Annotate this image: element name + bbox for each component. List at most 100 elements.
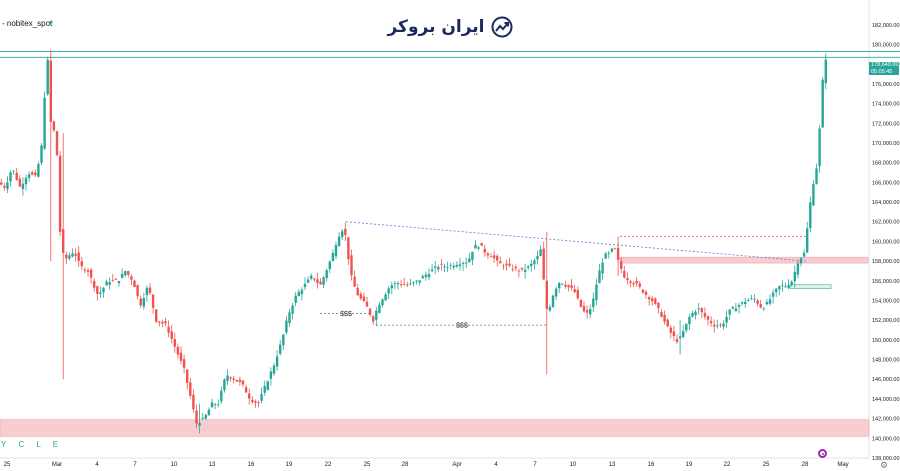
symbol-label[interactable]: - nobitex_spot [2, 19, 53, 28]
candle-body [647, 297, 651, 300]
candle-body [89, 269, 93, 278]
y-tick-label: 176,000.00 [872, 82, 900, 88]
candle-body [9, 172, 12, 182]
candle-body [771, 292, 775, 297]
candle-body [799, 258, 803, 264]
candle-body [3, 185, 6, 188]
x-tick-label: 25 [4, 462, 11, 468]
candle-body [223, 379, 226, 391]
zone-box [619, 256, 869, 264]
y-tick-label: 172,000.00 [872, 121, 900, 127]
candle-body [43, 97, 46, 149]
candle-body [815, 168, 818, 184]
candle-body [359, 293, 362, 299]
candle-body [384, 294, 387, 301]
candle-body [31, 172, 34, 175]
x-tick-label: 22 [724, 462, 731, 468]
candle-body [96, 286, 99, 294]
candle-body [161, 322, 164, 324]
candle-body [173, 339, 176, 347]
candle-body [576, 289, 579, 299]
candle-body [198, 422, 201, 426]
candle-body [654, 298, 657, 304]
candle-body [675, 339, 679, 342]
candle-body [130, 276, 133, 280]
candle-body [768, 299, 772, 304]
candle-body [527, 266, 530, 268]
candle-body [248, 393, 251, 399]
candle-body [18, 178, 21, 187]
candle-body [458, 264, 462, 267]
candle-body [189, 382, 192, 396]
candle-body [266, 381, 269, 390]
candle-body [217, 404, 220, 406]
candle-body [598, 270, 601, 284]
candle-body [155, 309, 158, 322]
candle-body [496, 256, 499, 261]
candle-body [93, 280, 96, 288]
candle-body [409, 283, 412, 285]
candle-body [802, 252, 806, 257]
candle-body [303, 283, 307, 288]
candle-body [375, 310, 378, 320]
candle-body [337, 236, 341, 247]
candle-body [595, 284, 598, 301]
y-tick-label: 140,000.00 [872, 436, 900, 442]
candle-body [722, 323, 725, 327]
candle-body [62, 229, 65, 253]
candle-body [170, 331, 173, 339]
candle-body [514, 266, 517, 269]
x-tick-label: 10 [570, 462, 577, 468]
candle-body [551, 295, 555, 307]
candle-body [77, 252, 80, 261]
candle-body [703, 312, 707, 317]
candle-body [613, 248, 617, 250]
liquidity-label: $$$ [340, 311, 352, 318]
candle-body [446, 267, 449, 269]
y-tick-label: 150,000.00 [872, 338, 900, 344]
candle-body [387, 288, 390, 294]
candle-body [536, 256, 539, 260]
candle-body [474, 244, 477, 249]
candle-body [533, 260, 536, 265]
candle-body [412, 282, 415, 284]
candle-body [589, 309, 592, 315]
candle-body [238, 379, 242, 382]
candle-body [468, 258, 471, 263]
x-tick-label: Apr [452, 462, 461, 468]
gear-icon[interactable]: ⚙ [880, 460, 889, 470]
candle-body [415, 280, 418, 282]
candle-body [725, 316, 728, 323]
candle-body [49, 60, 52, 122]
candle-body [381, 299, 384, 306]
candle-body [105, 281, 108, 286]
candle-body [520, 267, 524, 270]
candle-body [585, 310, 589, 313]
x-tick-label: 25 [763, 462, 770, 468]
candle-body [641, 289, 645, 293]
x-tick-label: 7 [133, 462, 137, 468]
candle-body [139, 298, 142, 306]
x-tick-label: 28 [402, 462, 409, 468]
candle-body [260, 393, 263, 401]
y-tick-label: 166,000.00 [872, 180, 900, 186]
candle-body [282, 334, 285, 346]
candle-body [322, 277, 325, 285]
candle-body [437, 266, 440, 270]
candle-body [65, 254, 68, 259]
candle-body [52, 121, 56, 131]
candle-body [511, 269, 514, 270]
candle-body [502, 265, 505, 267]
x-tick-label: May [837, 462, 848, 468]
candle-body [151, 294, 155, 308]
candle-body [232, 378, 235, 380]
candle-body [539, 249, 542, 256]
candle-body [623, 270, 626, 278]
candle-body [691, 312, 694, 317]
target-icon[interactable] [818, 449, 827, 458]
y-tick-label: 168,000.00 [872, 161, 900, 167]
candle-body [210, 402, 214, 408]
candle-body [235, 379, 238, 382]
candle-body [824, 59, 827, 84]
